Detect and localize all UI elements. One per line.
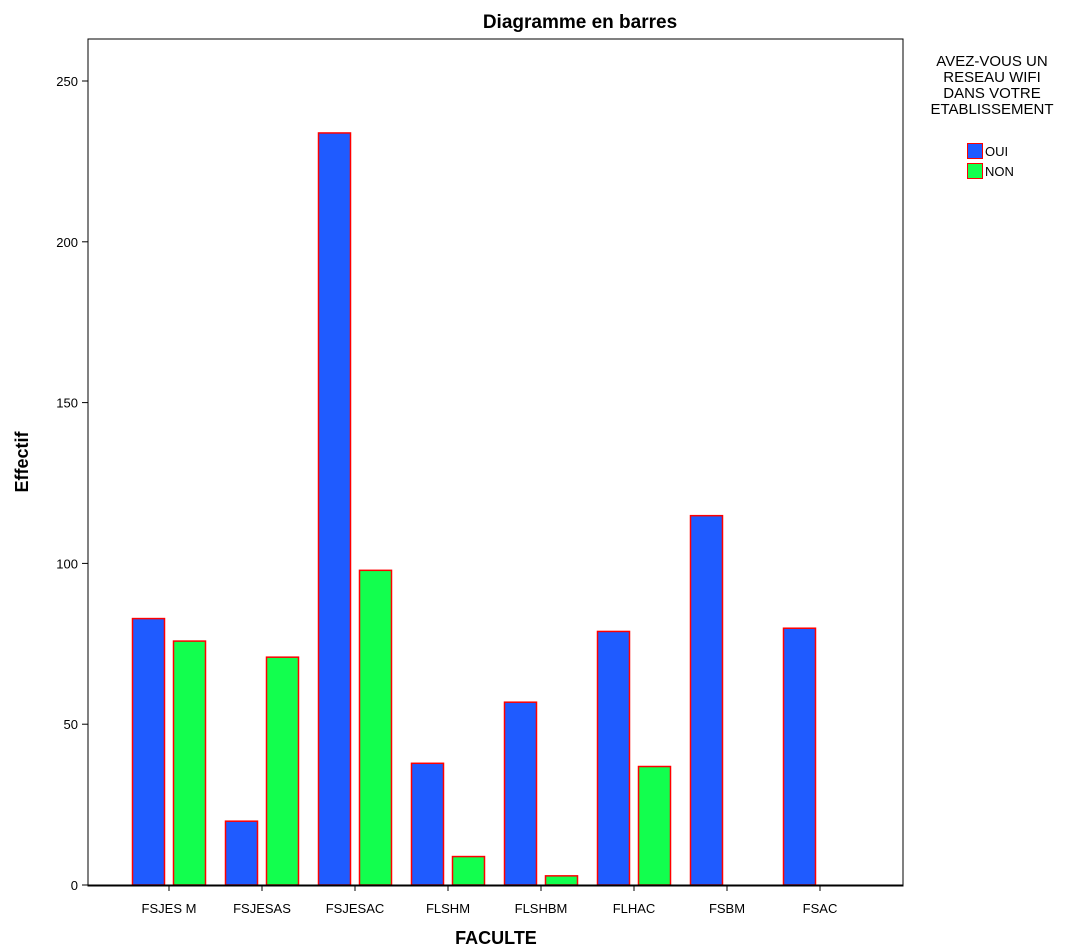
bar-oui-flshbm	[503, 701, 538, 886]
y-axis-title: Effectif	[12, 430, 32, 492]
bars-group	[131, 132, 817, 886]
legend-title-line-4: ETABLISSEMENT	[930, 101, 1053, 118]
x-tick-label: FSAC	[803, 901, 838, 916]
y-tick-label: 0	[71, 878, 78, 893]
bar-oui-fsjes-m	[131, 617, 166, 886]
x-tick-label: FLSHM	[426, 901, 470, 916]
chart-title: Diagramme en barres	[483, 12, 677, 33]
x-tick-label: FLHAC	[613, 901, 656, 916]
x-tick-label: FSJESAC	[326, 901, 385, 916]
bar-oui-fsbm	[689, 514, 724, 886]
x-axis: FSJES M FSJESAS FSJESAC FLSHM FLSHBM FLHAC FSB…	[142, 886, 838, 916]
x-tick-label: FSJES M	[142, 901, 197, 916]
bar-non-flhac	[637, 765, 672, 886]
legend-swatch-non	[967, 163, 983, 179]
bar-non-fsjes-m	[172, 640, 207, 886]
bar-oui-fsac	[782, 627, 817, 886]
y-tick-label: 50	[64, 717, 78, 732]
bar-oui-flshm	[410, 762, 445, 886]
x-axis-title: FACULTE	[455, 928, 537, 948]
y-tick-label: 100	[56, 556, 78, 571]
x-tick-label: FLSHBM	[515, 901, 568, 916]
legend-title-line-2: RESEAU WIFI	[943, 69, 1041, 86]
x-tick-label: FSJESAS	[233, 901, 291, 916]
legend-title-line-3: DANS VOTRE	[943, 85, 1041, 102]
bar-oui-flhac	[596, 630, 631, 886]
legend-swatch-oui	[967, 143, 983, 159]
bar-non-fsjesas	[265, 656, 300, 886]
x-tick-label: FSBM	[709, 901, 745, 916]
bar-oui-fsjesas	[224, 820, 259, 886]
legend: AVEZ-VOUS UN RESEAU WIFI DANS VOTRE ETAB…	[930, 53, 1054, 179]
legend-label-non: NON	[985, 164, 1014, 179]
legend-title-line-1: AVEZ-VOUS UN	[936, 53, 1047, 70]
bar-non-flshm	[451, 855, 486, 886]
y-tick-label: 150	[56, 396, 78, 411]
bar-non-fsjesac	[358, 569, 393, 886]
bar-non-flshbm	[544, 875, 579, 886]
legend-label-oui: OUI	[985, 144, 1008, 159]
y-tick-label: 200	[56, 235, 78, 250]
y-axis: 0 50 100 150 200 250	[56, 74, 88, 893]
bar-oui-fsjesac	[317, 132, 352, 886]
y-tick-label: 250	[56, 74, 78, 89]
